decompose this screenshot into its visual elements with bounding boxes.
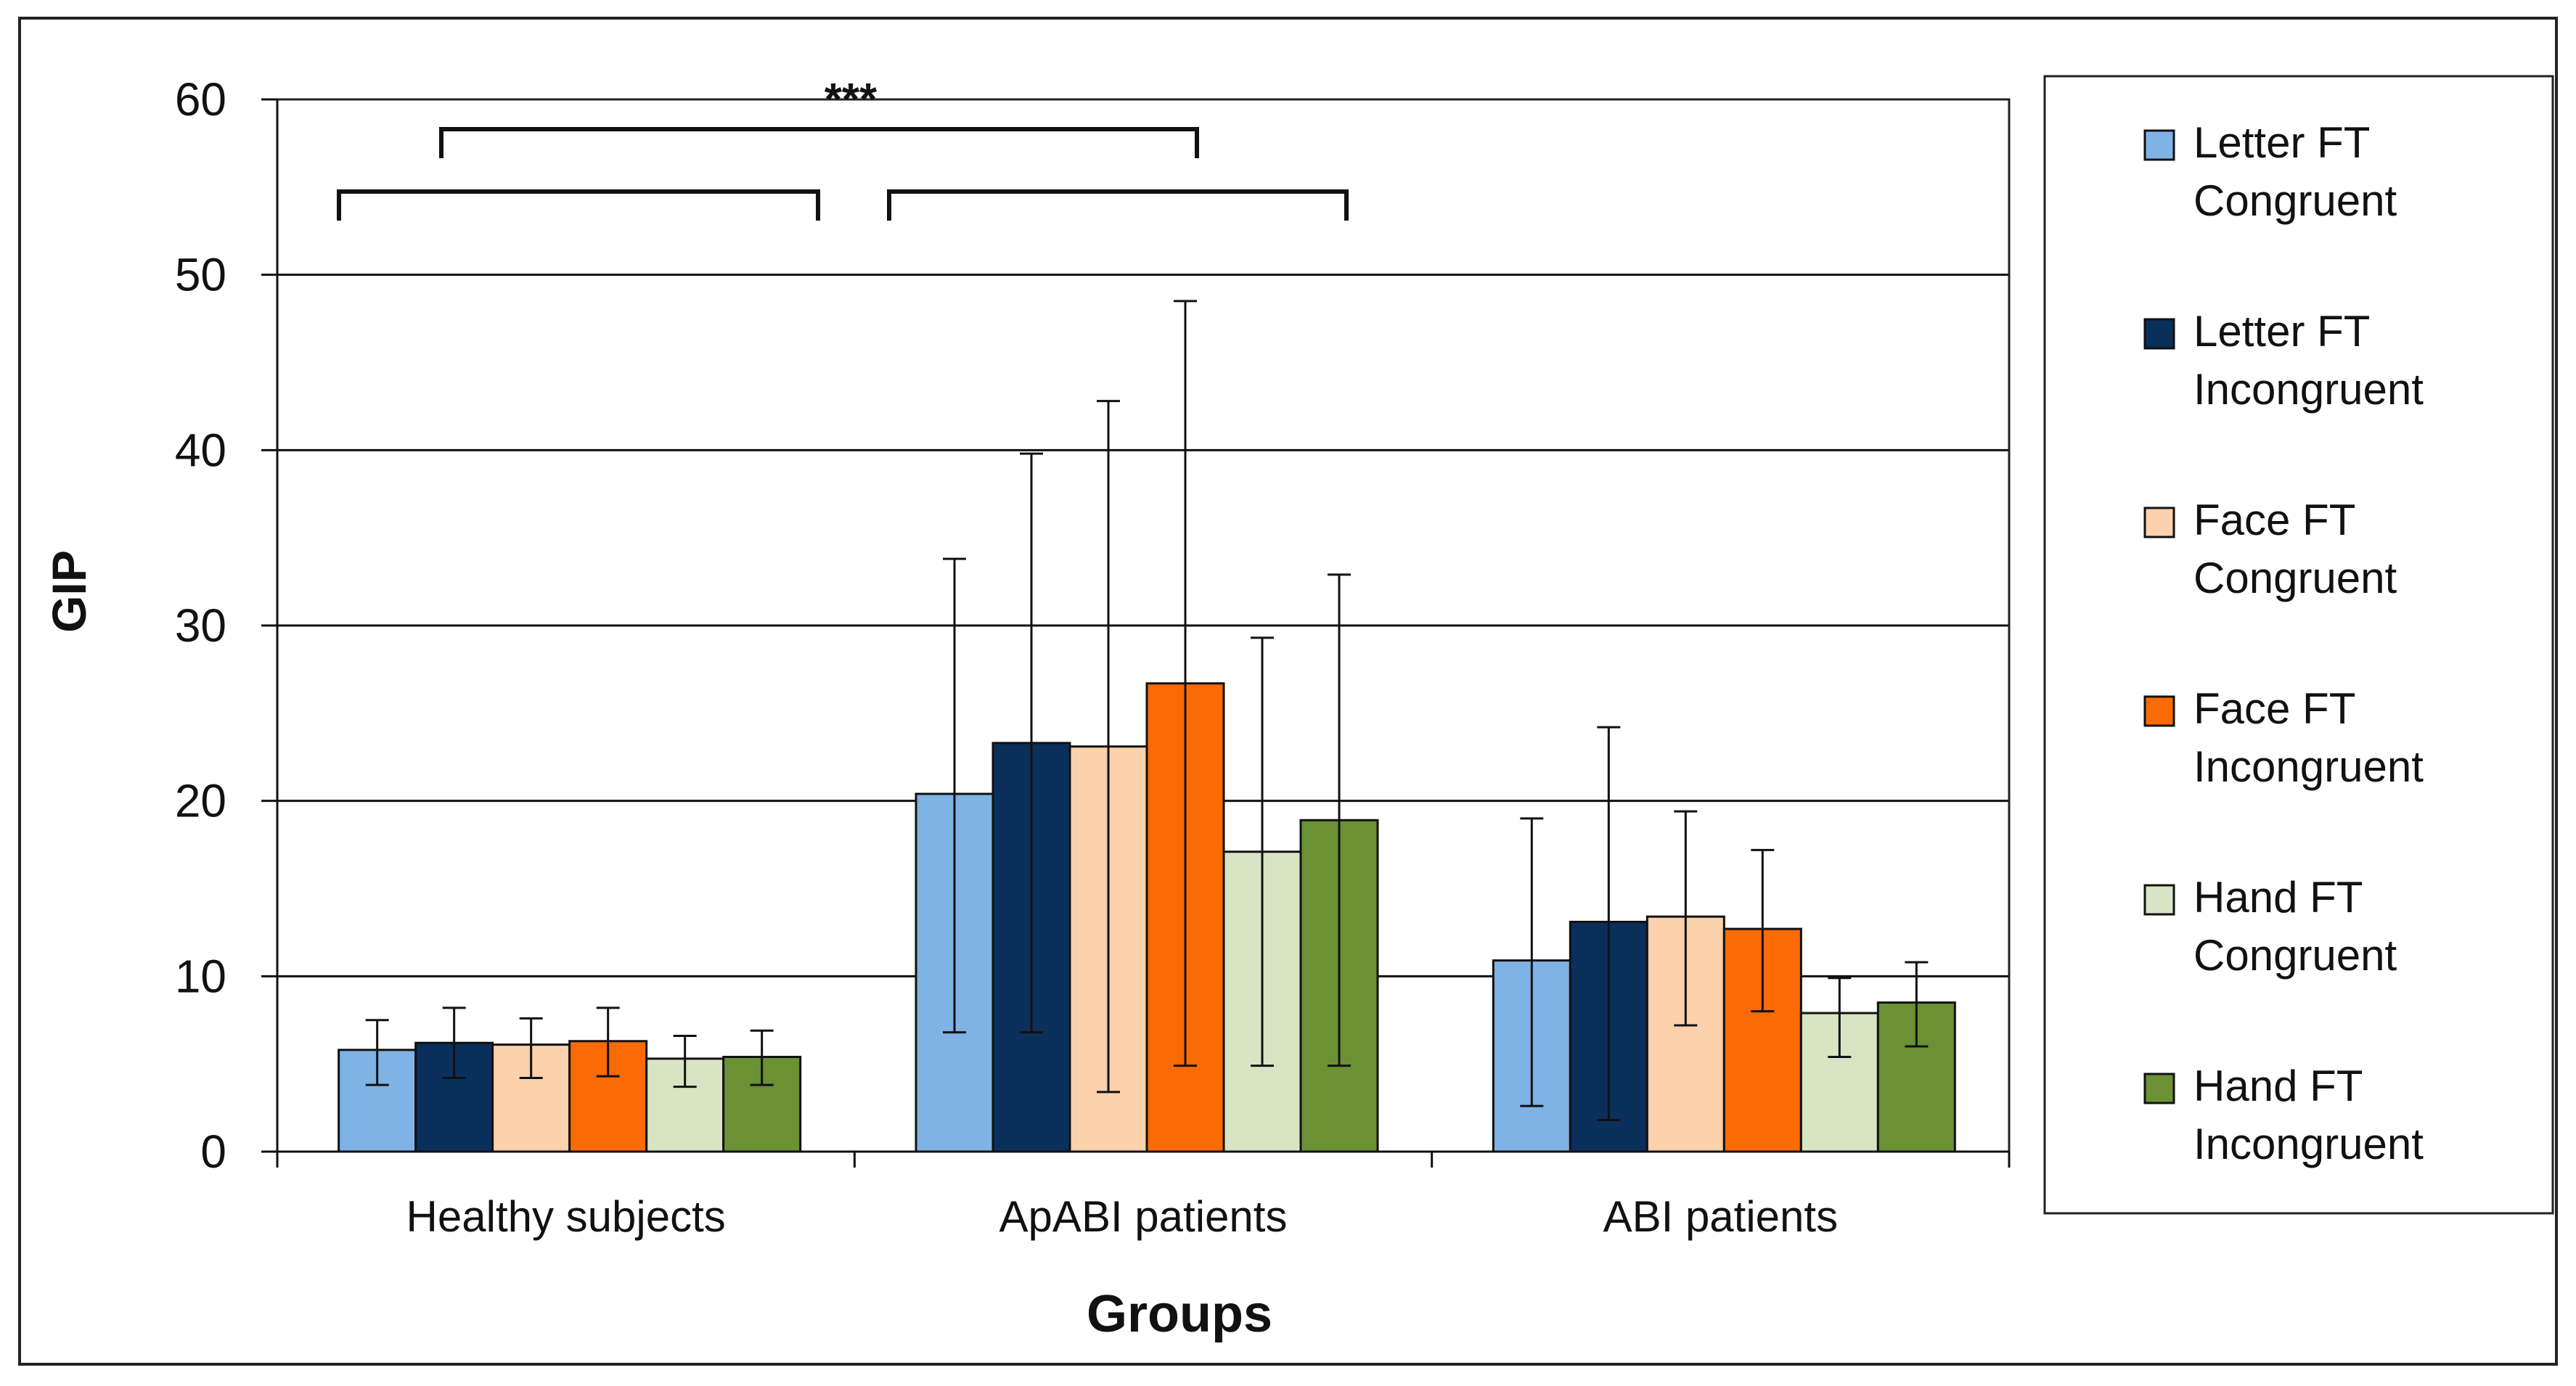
y-tick-label: 20: [175, 775, 226, 827]
error-bars: [365, 300, 1929, 1121]
legend-label: Face FT Congruent: [2193, 496, 2397, 602]
legend-box: [2043, 75, 2554, 1215]
significance-bracket: [337, 189, 820, 221]
x-axis-label: Groups: [1087, 1285, 1272, 1343]
y-axis: 0 10 20 30 40 50 60: [175, 73, 279, 1178]
legend-swatch: [2143, 129, 2175, 161]
legend-label: Face FT Incongruent: [2193, 684, 2424, 791]
legend-swatch: [2143, 695, 2175, 727]
x-axis: Healthy subjects ApABI patients ABI patien…: [276, 1150, 2011, 1241]
significance-bracket: [439, 127, 1199, 158]
y-tick-label: 10: [175, 950, 226, 1002]
significance-brackets: ***: [337, 75, 1349, 221]
legend-swatch: [2143, 884, 2175, 916]
y-tick-label: 0: [200, 1125, 226, 1178]
y-tick-label: 50: [175, 249, 226, 301]
x-tick-label: ABI patients: [1603, 1192, 1839, 1241]
significance-marker: ***: [825, 75, 878, 125]
y-tick-label: 30: [175, 599, 226, 652]
legend-swatch: [2143, 1073, 2175, 1104]
legend-swatch: [2143, 318, 2175, 350]
x-tick-label: ApABI patients: [999, 1192, 1288, 1241]
y-axis-label: GIP: [42, 550, 96, 633]
y-tick-label: 60: [175, 73, 226, 126]
y-tick-label: 40: [175, 424, 226, 476]
legend-label: Letter FT Congruent: [2193, 118, 2397, 225]
legend-swatch: [2143, 507, 2175, 538]
x-tick-label: Healthy subjects: [406, 1192, 726, 1241]
legend-label: Letter FT Incongruent: [2193, 307, 2424, 414]
legend-label: Hand FT Incongruent: [2193, 1062, 2424, 1168]
legend-label: Hand FT Congruent: [2193, 873, 2397, 980]
legend: Letter FT Congruent Letter FT Incongruent Fa…: [2043, 75, 2554, 1215]
significance-bracket: [887, 189, 1349, 221]
